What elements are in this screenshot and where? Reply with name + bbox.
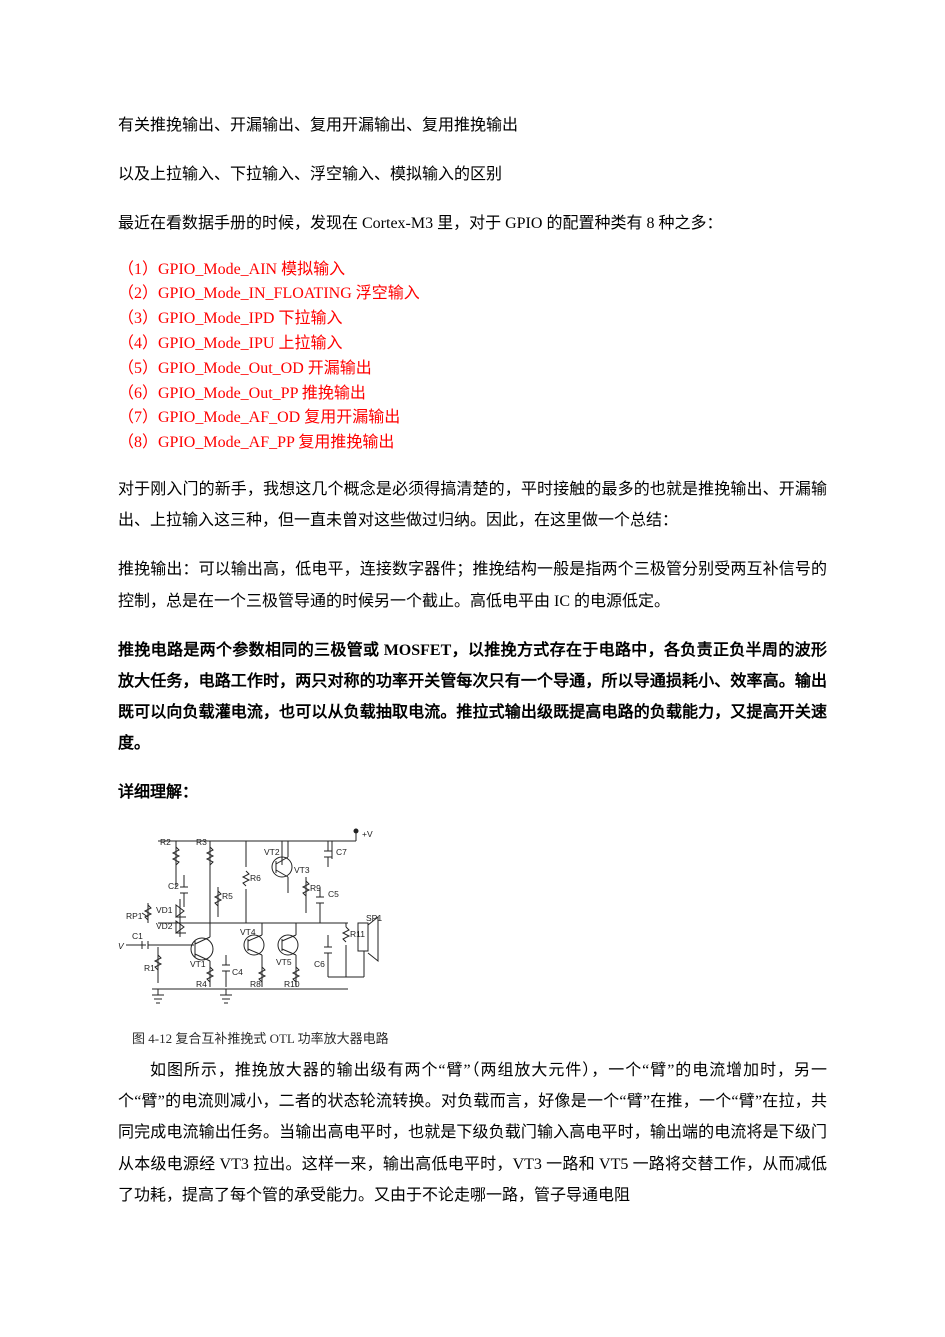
label-vd1: VD1 (156, 905, 173, 915)
label-r1: R1 (144, 963, 155, 973)
label-vt4: VT4 (240, 927, 256, 937)
label-vplus: +V (362, 829, 373, 839)
mode-item: （3）GPIO_Mode_IPD 下拉输入 (118, 307, 827, 332)
label-r10: R10 (284, 979, 300, 989)
detail-heading: 详细理解： (118, 777, 827, 808)
label-vt3: VT3 (294, 865, 310, 875)
title-line-1: 有关推挽输出、开漏输出、复用开漏输出、复用推挽输出 (118, 110, 827, 141)
label-r8: R8 (250, 979, 261, 989)
label-r3: R3 (196, 837, 207, 847)
label-c2: C2 (168, 881, 179, 891)
mode-item: （8）GPIO_Mode_AF_PP 复用推挽输出 (118, 431, 827, 456)
label-vt2: VT2 (264, 847, 280, 857)
label-c6: C6 (314, 959, 325, 969)
label-sp1: SP1 (366, 913, 382, 923)
label-vt1: VT1 (190, 959, 206, 969)
figure-caption: 图 4-12 复合互补推挽式 OTL 功率放大器电路 (132, 1026, 827, 1051)
mode-item: （4）GPIO_Mode_IPU 上拉输入 (118, 332, 827, 357)
mode-item: （7）GPIO_Mode_AF_OD 复用开漏输出 (118, 406, 827, 431)
label-c7: C7 (336, 847, 347, 857)
label-r5: R5 (222, 891, 233, 901)
circuit-diagram-icon: +V R2 R3 VT2 VT3 C7 C2 R5 R6 R9 C5 VD1 V… (118, 827, 390, 1022)
circuit-figure: +V R2 R3 VT2 VT3 C7 C2 R5 R6 R9 C5 VD1 V… (118, 827, 827, 1051)
label-c5: C5 (328, 889, 339, 899)
label-r2: R2 (160, 837, 171, 847)
paragraph-3: 推挽电路是两个参数相同的三极管或 MOSFET，以推挽方式存在于电路中，各负责正… (118, 635, 827, 760)
label-c1: C1 (132, 931, 143, 941)
paragraph-4: 如图所示，推挽放大器的输出级有两个“臂”（两组放大元件），一个“臂”的电流增加时… (118, 1055, 827, 1211)
label-r6: R6 (250, 873, 261, 883)
mode-item: （6）GPIO_Mode_Out_PP 推挽输出 (118, 382, 827, 407)
title-line-2: 以及上拉输入、下拉输入、浮空输入、模拟输入的区别 (118, 159, 827, 190)
mode-item: （5）GPIO_Mode_Out_OD 开漏输出 (118, 357, 827, 382)
label-vd2: VD2 (156, 921, 173, 931)
label-r11: R11 (350, 929, 365, 939)
mode-item: （1）GPIO_Mode_AIN 模拟输入 (118, 258, 827, 283)
label-r4: R4 (196, 979, 207, 989)
mode-item: （2）GPIO_Mode_IN_FLOATING 浮空输入 (118, 282, 827, 307)
label-c4: C4 (232, 967, 243, 977)
gpio-mode-list: （1）GPIO_Mode_AIN 模拟输入 （2）GPIO_Mode_IN_FL… (118, 258, 827, 456)
label-r9: R9 (310, 883, 321, 893)
paragraph-1: 对于刚入门的新手，我想这几个概念是必须得搞清楚的，平时接触的最多的也就是推挽输出… (118, 474, 827, 536)
label-vt5: VT5 (276, 957, 292, 967)
paragraph-2: 推挽输出：可以输出高，低电平，连接数字器件；推挽结构一般是指两个三极管分别受两互… (118, 554, 827, 616)
intro-paragraph: 最近在看数据手册的时候，发现在 Cortex-M3 里，对于 GPIO 的配置种… (118, 208, 827, 239)
label-rp1: RP1 (126, 911, 143, 921)
